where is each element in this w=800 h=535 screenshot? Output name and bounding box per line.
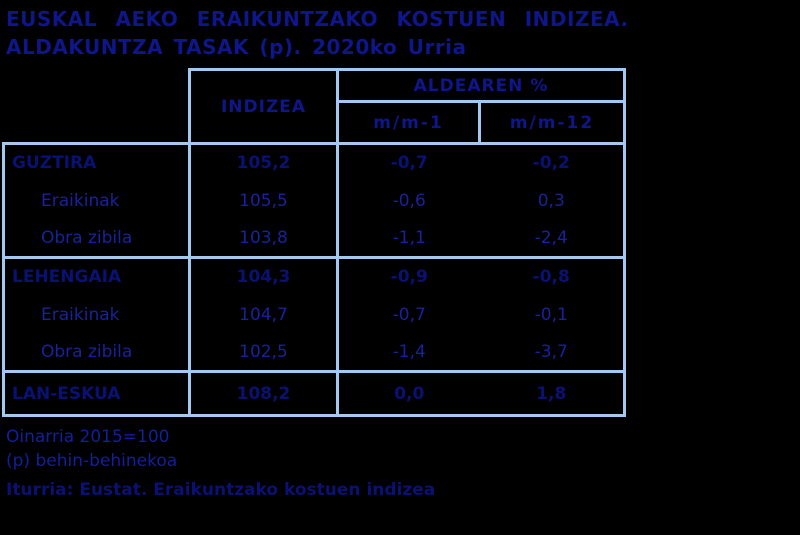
cell-indizea: 104,3 (189, 257, 339, 296)
row-label: Obra zibila (2, 219, 191, 258)
cell-mm1: -1,4 (392, 341, 426, 362)
header-corner-cell (4, 70, 190, 144)
page-title-line2: ALDAKUNTZA TASAK (p). 2020ko Urria (6, 35, 467, 59)
cell-mm12: -0,1 (479, 295, 626, 334)
table-header: INDIZEA ALDEAREN % m/m-1 m/m-12 (4, 68, 626, 145)
table-row: Obra zibila 103,8 -1,1 -2,4 (2, 219, 626, 258)
row-label: Eraikinak (2, 295, 191, 334)
table-row: Obra zibila 102,5 -1,4 -3,7 (2, 333, 626, 372)
cell-mm12: 1,8 (479, 371, 626, 416)
cell-mm1: -0,6 (392, 190, 426, 211)
cost-index-table: INDIZEA ALDEAREN % m/m-1 m/m-12 GUZTIRA … (2, 68, 626, 417)
row-label: Obra zibila (2, 333, 191, 372)
cell-mm1: -0,7 (392, 304, 426, 325)
cell-mm1: 0,0 (394, 383, 425, 404)
section-guztira: GUZTIRA 105,2 -0,7 -0,2 Eraikinak 105,5 … (2, 143, 626, 258)
footer: Oinarria 2015=100 (p) behin-behinekoa It… (6, 425, 800, 502)
table-row: Eraikinak 105,5 -0,6 0,3 (2, 181, 626, 220)
table-row: GUZTIRA 105,2 -0,7 -0,2 (2, 143, 626, 182)
cell-mm1: -0,7 (390, 153, 428, 174)
source-line: Iturria: Eustat. Eraikuntzako kostuen in… (6, 480, 436, 500)
header-aldearen: ALDEAREN % (336, 68, 626, 103)
section-lan-eskua: LAN-ESKUA 108,2 0,0 1,8 (2, 371, 626, 416)
page-title: EUSKAL AEKO ERAIKUNTZAKO KOSTUEN INDIZEA… (0, 0, 800, 61)
row-label: GUZTIRA (2, 143, 191, 182)
cell-indizea: 103,8 (189, 219, 339, 258)
cell-mm1: -0,9 (390, 267, 428, 288)
cell-mm1: -1,1 (392, 227, 426, 248)
section-lehengaia: LEHENGAIA 104,3 -0,9 -0,8 Eraikinak 104,… (2, 257, 626, 372)
cell-mm12: -0,2 (479, 143, 626, 182)
cell-indizea: 105,2 (189, 143, 339, 182)
cell-indizea: 108,2 (189, 371, 339, 416)
table-row: LAN-ESKUA 108,2 0,0 1,8 (2, 371, 626, 416)
cell-mm12: -0,8 (479, 257, 626, 296)
cell-indizea: 104,7 (189, 295, 339, 334)
page-title-line1: EUSKAL AEKO ERAIKUNTZAKO KOSTUEN INDIZEA… (6, 7, 629, 31)
table-row: LEHENGAIA 104,3 -0,9 -0,8 (2, 257, 626, 296)
cell-mm12: -3,7 (479, 333, 626, 372)
cell-indizea: 105,5 (189, 181, 339, 220)
footnote-base: Oinarria 2015=100 (6, 427, 170, 447)
cell-mm12: -2,4 (479, 219, 626, 258)
cell-indizea: 102,5 (189, 333, 339, 372)
footnote-provisional: (p) behin-behinekoa (6, 451, 178, 471)
header-indizea: INDIZEA (188, 68, 339, 145)
row-label: LEHENGAIA (2, 257, 191, 296)
row-label: Eraikinak (2, 181, 191, 220)
header-mm1: m/m-1 (336, 100, 481, 145)
cell-mm12: 0,3 (479, 181, 626, 220)
header-mm12: m/m-12 (478, 100, 626, 145)
row-label: LAN-ESKUA (2, 371, 191, 416)
table-row: Eraikinak 104,7 -0,7 -0,1 (2, 295, 626, 334)
